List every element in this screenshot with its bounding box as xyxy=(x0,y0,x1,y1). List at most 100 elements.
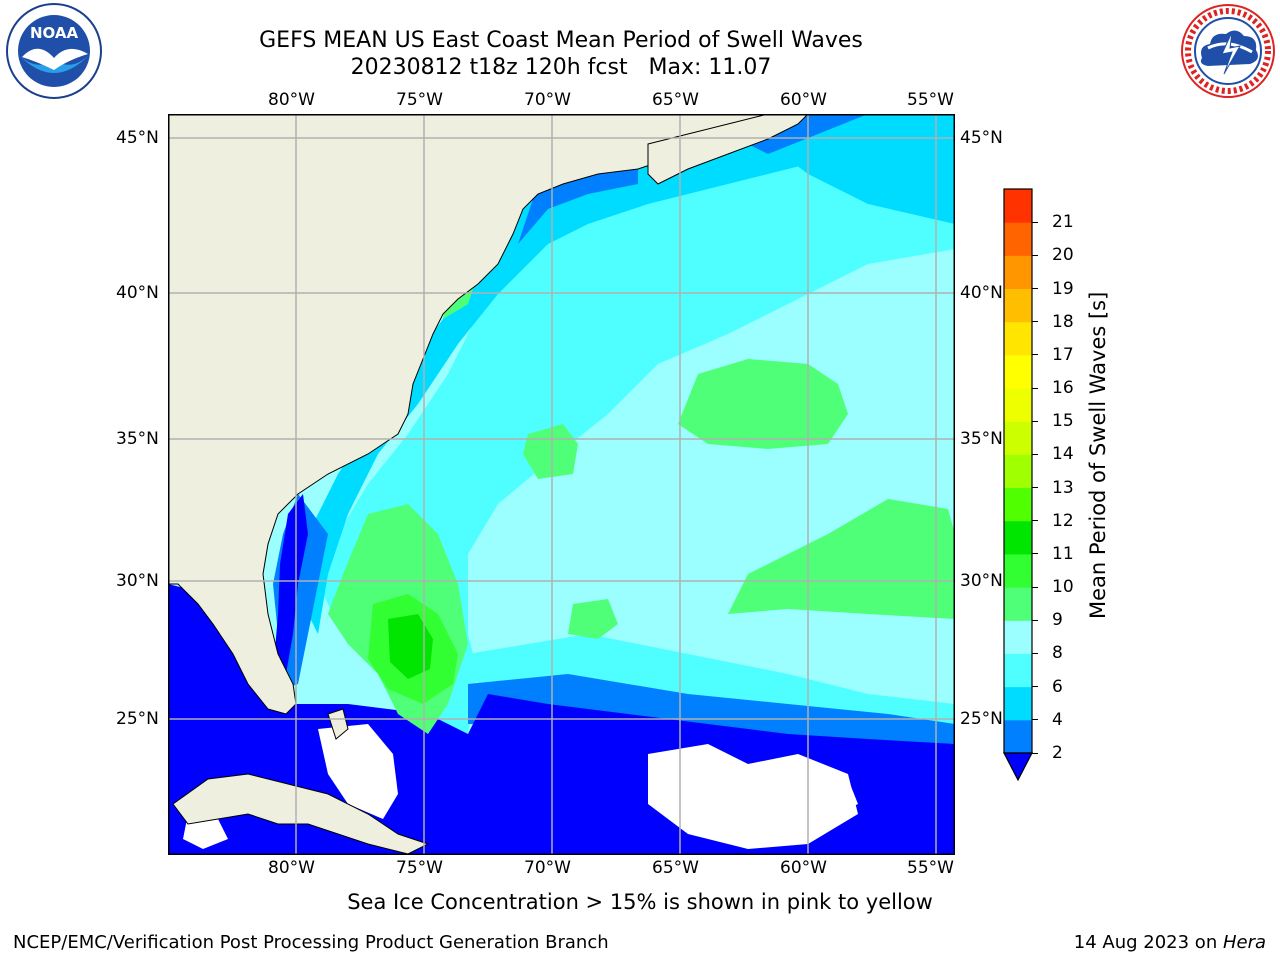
lon-label-top-75w: 75°W xyxy=(396,90,443,110)
contour-2-4-south xyxy=(468,674,955,754)
colorbar-segment xyxy=(1004,719,1032,754)
colorbar-tick-mark xyxy=(1032,321,1038,323)
footer-date: 14 Aug 2023 on Hera xyxy=(1074,932,1266,953)
map-panel xyxy=(168,114,955,855)
lat-label-right-25n: 25°N xyxy=(960,709,1003,729)
sea-ice-footnote: Sea Ice Concentration > 15% is shown in … xyxy=(347,890,933,914)
lon-label-top-60w: 60°W xyxy=(780,90,827,110)
colorbar-label: Mean Period of Swell Waves [s] xyxy=(1086,291,1110,619)
contour-2-4-ne xyxy=(728,114,868,154)
land-nova-scotia xyxy=(647,114,809,185)
colorbar-tick-mark xyxy=(1032,652,1038,654)
colorbar-tick-mark xyxy=(1032,586,1038,588)
contour-under-2-coast xyxy=(273,494,308,674)
colorbar-segment xyxy=(1004,520,1032,555)
footer-host: Hera xyxy=(1222,932,1266,953)
colorbar-segment xyxy=(1004,222,1032,256)
colorbar-tick-label: 14 xyxy=(1052,444,1074,465)
colorbar-segment xyxy=(1004,288,1032,323)
land-north-america xyxy=(168,114,809,715)
lat-label-right-30n: 30°N xyxy=(960,571,1003,591)
colorbar-segment xyxy=(1004,354,1032,389)
colorbar-segment xyxy=(1004,620,1032,654)
footer-credit: NCEP/EMC/Verification Post Processing Pr… xyxy=(13,932,609,953)
colorbar-tick-label: 10 xyxy=(1052,577,1074,598)
colorbar-extend-min xyxy=(1003,752,1033,782)
footer-date-text: 14 Aug 2023 on xyxy=(1073,932,1223,953)
colorbar-tick-label: 11 xyxy=(1052,543,1074,564)
lon-label-top-65w: 65°W xyxy=(652,90,699,110)
missing-region-east xyxy=(648,744,858,849)
land-bahamas xyxy=(327,708,349,740)
contour-6-8 xyxy=(323,114,955,734)
lat-label-left-30n: 30°N xyxy=(116,571,159,591)
colorbar-tick-label: 4 xyxy=(1052,709,1063,730)
noaa-logo: NOAA xyxy=(6,3,102,99)
colorbar-tick-label: 16 xyxy=(1052,378,1074,399)
colorbar xyxy=(1003,188,1033,782)
colorbar-segment xyxy=(1004,189,1032,223)
colorbar-segment xyxy=(1004,686,1032,721)
plot-title-line2: 20230812 t18z 120h fcst Max: 11.07 xyxy=(350,55,772,80)
colorbar-tick-label: 18 xyxy=(1052,311,1074,332)
colorbar-tick-mark xyxy=(1032,453,1038,455)
colorbar-segment xyxy=(1004,653,1032,688)
colorbar-tick-mark xyxy=(1032,520,1038,522)
lat-label-right-35n: 35°N xyxy=(960,429,1003,449)
colorbar-tick-mark xyxy=(1032,752,1038,754)
colorbar-tick-mark xyxy=(1032,420,1038,422)
colorbar-tick-mark xyxy=(1032,487,1038,489)
colorbar-tick-mark xyxy=(1032,387,1038,389)
lon-label-bottom-55w: 55°W xyxy=(907,858,954,878)
colorbar-tick-mark xyxy=(1032,553,1038,555)
colorbar-tick-mark xyxy=(1032,686,1038,688)
colorbar-segment xyxy=(1004,255,1032,290)
colorbar-segment xyxy=(1004,388,1032,422)
colorbar-tick-label: 17 xyxy=(1052,344,1074,365)
contour-9-10-north xyxy=(678,359,848,449)
lon-label-bottom-75w: 75°W xyxy=(396,858,443,878)
lon-label-bottom-80w: 80°W xyxy=(268,858,315,878)
contour-9-10-central xyxy=(523,424,578,479)
lat-label-right-45n: 45°N xyxy=(960,128,1003,148)
colorbar-segment xyxy=(1004,454,1032,489)
lon-label-top-55w: 55°W xyxy=(907,90,954,110)
colorbar-segment xyxy=(1004,321,1032,356)
lon-label-top-70w: 70°W xyxy=(524,90,571,110)
noaa-logo-text: NOAA xyxy=(30,24,79,42)
map-frame xyxy=(168,114,955,855)
colorbar-tick-label: 9 xyxy=(1052,610,1063,631)
colorbar-tick-label: 20 xyxy=(1052,245,1074,266)
lon-label-top-80w: 80°W xyxy=(268,90,315,110)
colorbar-tick-mark xyxy=(1032,221,1038,223)
colorbar-tick-label: 2 xyxy=(1052,743,1063,763)
contour-9-10-east xyxy=(728,499,955,619)
colorbar-tick-label: 8 xyxy=(1052,643,1063,664)
lon-label-bottom-70w: 70°W xyxy=(524,858,571,878)
colorbar-tick-label: 21 xyxy=(1052,212,1074,233)
contour-11-12 xyxy=(388,614,433,679)
colorbar-tick-mark xyxy=(1032,719,1038,721)
lon-label-bottom-60w: 60°W xyxy=(780,858,827,878)
missing-region-bahamas xyxy=(318,724,398,819)
colorbar-tick-label: 15 xyxy=(1052,411,1074,432)
colorbar-segment xyxy=(1004,421,1032,455)
colorbar-segment xyxy=(1004,553,1032,588)
colorbar-segment xyxy=(1004,587,1032,621)
lat-label-left-40n: 40°N xyxy=(116,283,159,303)
lon-label-bottom-65w: 65°W xyxy=(652,858,699,878)
nws-logo xyxy=(1181,4,1275,98)
colorbar-tick-label: 12 xyxy=(1052,510,1074,531)
lat-label-left-45n: 45°N xyxy=(116,128,159,148)
colorbar-tick-label: 13 xyxy=(1052,477,1074,498)
lat-label-left-25n: 25°N xyxy=(116,709,159,729)
contour-4-6 xyxy=(298,114,808,634)
graticule xyxy=(168,114,955,855)
colorbar-tick-mark xyxy=(1032,354,1038,356)
colorbar-tick-mark xyxy=(1032,288,1038,290)
colorbar-tick-mark xyxy=(1032,254,1038,256)
lat-label-left-35n: 35°N xyxy=(116,429,159,449)
lat-label-right-40n: 40°N xyxy=(960,283,1003,303)
plot-title-line1: GEFS MEAN US East Coast Mean Period of S… xyxy=(259,28,863,53)
colorbar-tick-label: 19 xyxy=(1052,278,1074,299)
